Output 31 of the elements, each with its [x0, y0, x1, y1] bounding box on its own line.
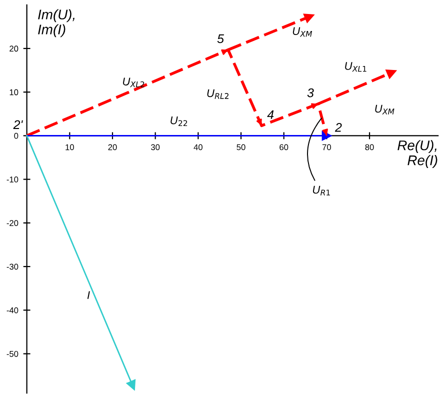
- y-tick-label: 0: [14, 132, 18, 139]
- annotation: U$_{RL2}$: [207, 89, 228, 99]
- x-tick-label: 10: [66, 144, 74, 150]
- annotation: U$_{22}$: [170, 116, 188, 126]
- annotation: 2': [13, 120, 24, 129]
- y-tick-label: 20: [10, 46, 18, 52]
- y-tick-label: -30: [6, 264, 18, 270]
- annotation: 4: [267, 110, 274, 119]
- annotation: U$_{XM}$: [375, 104, 394, 114]
- annotation: I: [87, 291, 90, 299]
- annotation: 3: [307, 88, 314, 98]
- y-tick-label: 10: [10, 89, 18, 96]
- x-tick-label: 20: [108, 144, 117, 150]
- x-tick-label: 70: [322, 144, 331, 150]
- annotation: U$_{XM}$: [292, 27, 312, 37]
- x-tick-label: 30: [151, 144, 160, 150]
- x-tick-label: 40: [194, 144, 202, 150]
- x-axis-title: Re(U), Re(I): [398, 140, 438, 168]
- annotation: 2: [334, 122, 342, 132]
- y-tick-label: -50: [6, 350, 18, 357]
- y-axis-title: Im(U), Im(I): [38, 9, 74, 38]
- annotation: 5: [217, 34, 224, 44]
- x-tick-label: 50: [236, 144, 246, 150]
- y-tick-label: -10: [6, 176, 18, 182]
- y-tick-label: -40: [6, 307, 18, 314]
- x-tick-label: 80: [365, 144, 374, 150]
- annotation: U$_{XL2}$: [123, 78, 144, 88]
- annotation: U$_{R1}$: [312, 186, 330, 196]
- y-tick-label: -20: [6, 220, 18, 226]
- annotation: U$_{XL1}$: [345, 62, 366, 72]
- x-tick-label: 60: [280, 144, 288, 150]
